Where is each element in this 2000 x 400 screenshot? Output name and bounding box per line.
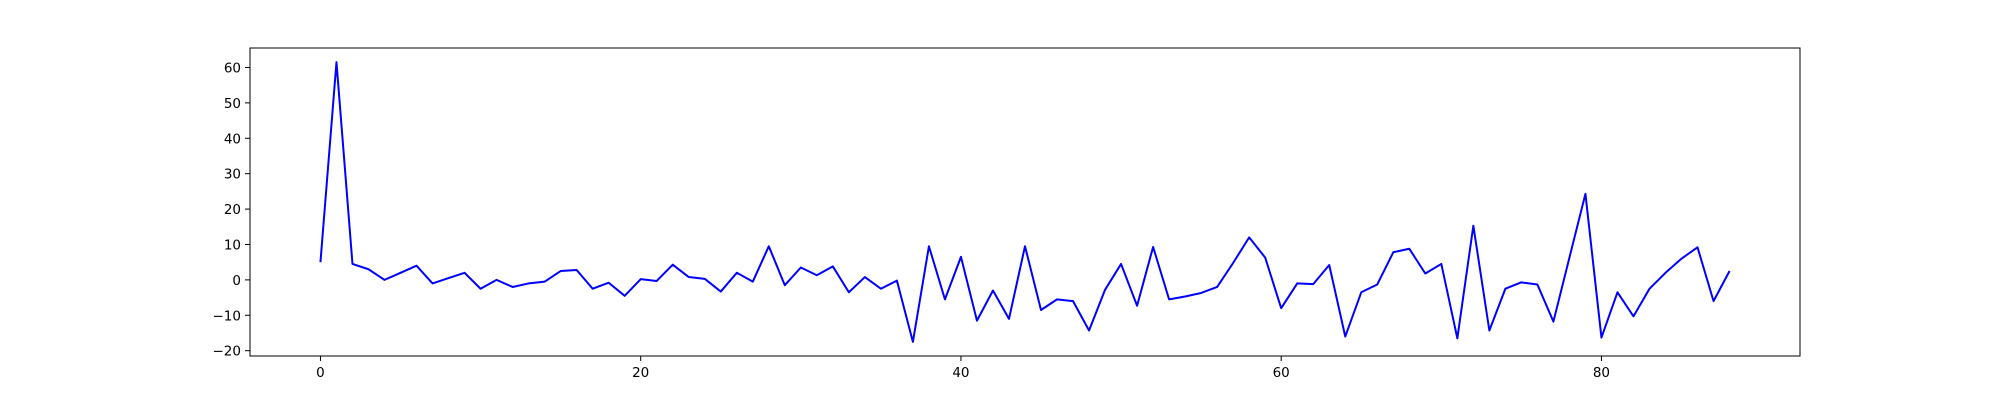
y-tick-label: 60 — [224, 60, 241, 76]
y-tick-label: −20 — [213, 344, 242, 360]
series-layer — [319, 61, 1731, 343]
y-tick-label: 0 — [232, 273, 241, 289]
y-tick-label: 30 — [224, 167, 241, 183]
x-tick-label: 20 — [632, 365, 649, 381]
y-tick-label: 50 — [224, 96, 241, 112]
x-tick-label: 0 — [316, 365, 325, 381]
y-tick-label: 20 — [224, 202, 241, 218]
y-tick-label: −10 — [213, 308, 242, 324]
y-axis: −20 −10 0 10 20 30 40 50 60 — [213, 60, 250, 360]
y-tick-label: 10 — [224, 237, 241, 253]
plot-area-frame — [249, 47, 1801, 357]
y-tick-label: 40 — [224, 131, 241, 147]
x-axis: 0 20 40 60 80 — [316, 356, 1610, 381]
x-tick-label: 40 — [952, 365, 969, 381]
x-tick-label: 60 — [1273, 365, 1290, 381]
x-tick-label: 80 — [1593, 365, 1610, 381]
series-line-0 — [319, 61, 1731, 343]
